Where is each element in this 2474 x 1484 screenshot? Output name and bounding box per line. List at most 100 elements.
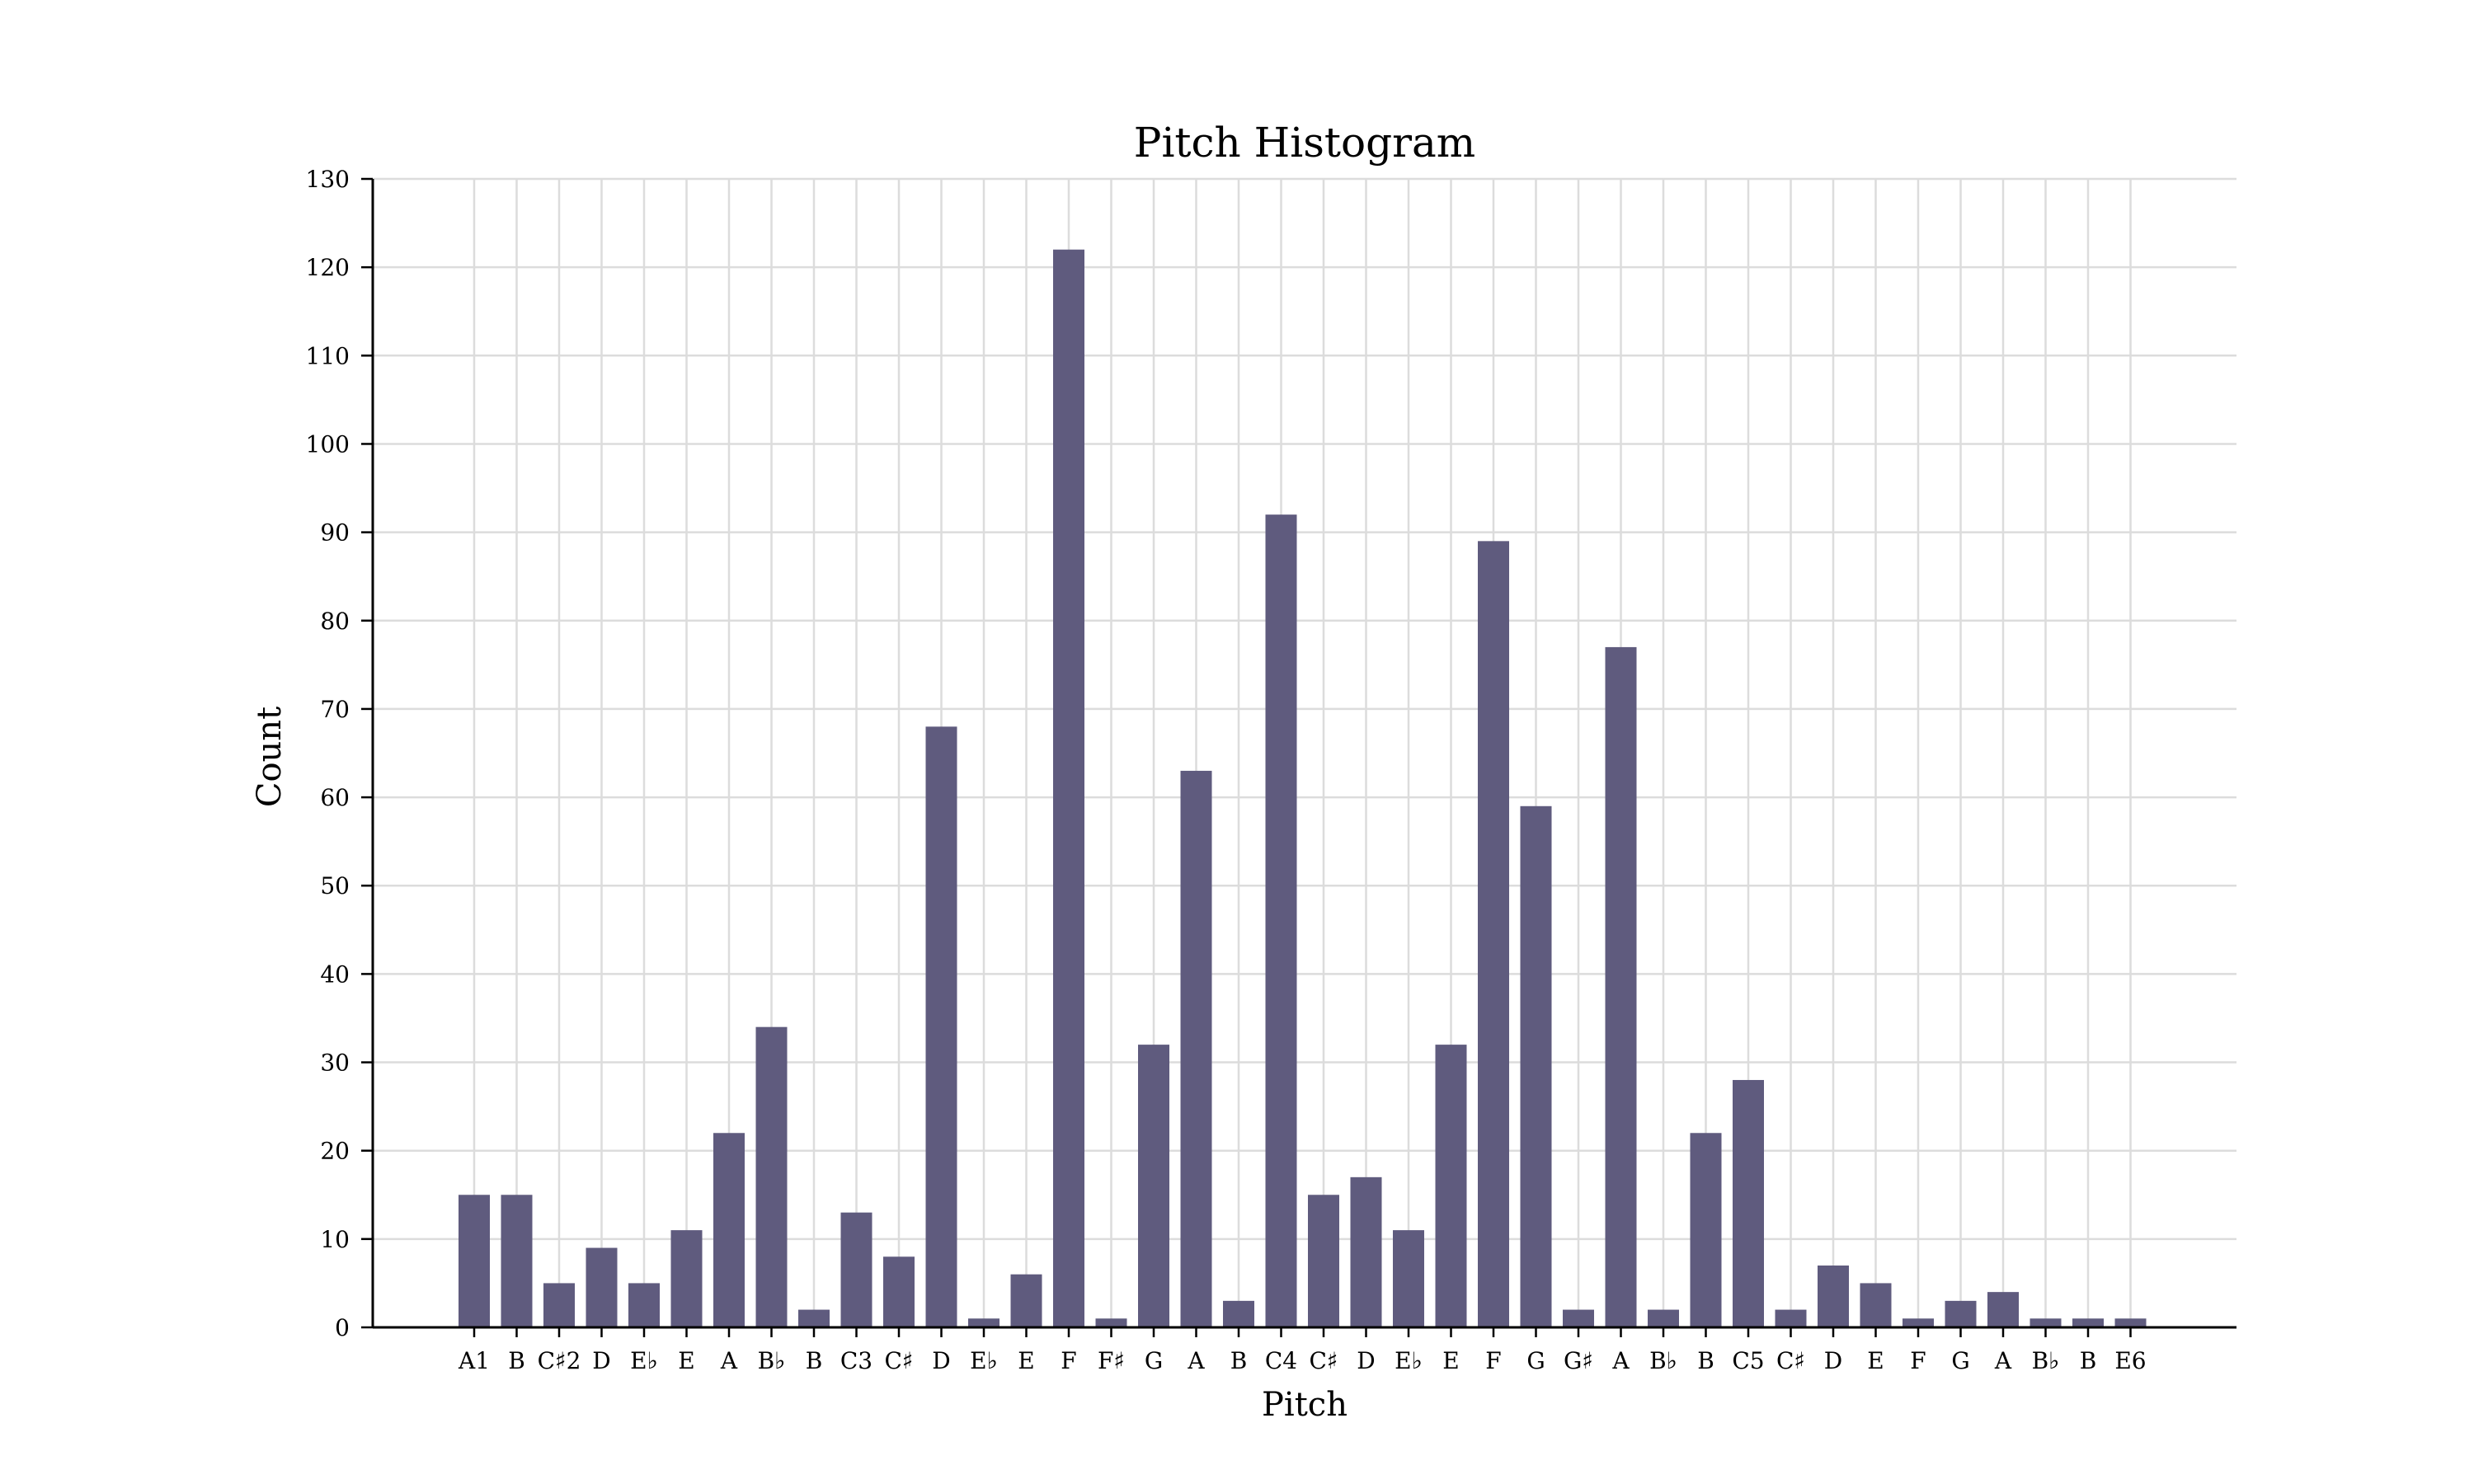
x-tick-label: F <box>1061 1347 1076 1374</box>
x-tick-label: B <box>806 1347 823 1374</box>
x-tick-label: D <box>592 1347 610 1374</box>
bar <box>713 1133 745 1327</box>
tick-layer: 0 10 20 30 40 50 60 70 80 90 100 110 120 130 A1 B C♯2 D E♭… <box>306 166 2147 1374</box>
x-tick-label: G <box>1145 1347 1163 1374</box>
x-tick-label: E <box>678 1347 694 1374</box>
bar <box>1563 1309 1594 1327</box>
bar-layer <box>459 249 2147 1327</box>
bar <box>586 1247 618 1327</box>
x-tick-label: C♯ <box>1310 1347 1338 1374</box>
x-tick-label: B <box>1697 1347 1714 1374</box>
x-tick-label: C♯ <box>885 1347 914 1374</box>
bar <box>628 1283 660 1327</box>
chart-title: Pitch Histogram <box>1134 119 1475 167</box>
bar <box>1648 1309 1679 1327</box>
x-tick-label: E <box>1018 1347 1034 1374</box>
x-tick-label: B♭ <box>2032 1347 2060 1374</box>
bar <box>1733 1079 1764 1327</box>
x-tick-label: A <box>1187 1347 1205 1374</box>
bar <box>1435 1045 1467 1327</box>
grid-layer <box>373 177 2236 1327</box>
bar <box>1180 770 1212 1327</box>
bar <box>1223 1300 1254 1327</box>
bar <box>1945 1300 1977 1327</box>
bar <box>1010 1274 1042 1327</box>
bar <box>1138 1045 1169 1327</box>
x-tick-label: D <box>1357 1347 1375 1374</box>
bar <box>670 1230 703 1327</box>
x-tick-label: C4 <box>1265 1347 1297 1374</box>
bar <box>1308 1195 1339 1327</box>
bar <box>501 1195 533 1327</box>
x-tick-label: E <box>1442 1347 1459 1374</box>
x-tick-label: E♭ <box>1395 1347 1423 1374</box>
x-tick-label: F♯ <box>1098 1347 1125 1374</box>
x-tick-label: C5 <box>1732 1347 1764 1374</box>
y-tick-label: 10 <box>320 1226 350 1253</box>
y-tick-label: 100 <box>306 430 350 458</box>
bar <box>1690 1133 1722 1327</box>
x-tick-label: A <box>720 1347 738 1374</box>
bar <box>1095 1318 1127 1327</box>
x-tick-label: B <box>1230 1347 1248 1374</box>
x-tick-label: C♯ <box>1776 1347 1805 1374</box>
x-tick-label: E6 <box>2114 1347 2146 1374</box>
y-tick-label: 130 <box>306 166 350 193</box>
bar <box>1478 541 1509 1327</box>
y-axis-label: Count <box>251 707 289 807</box>
bar <box>543 1283 575 1327</box>
x-tick-label: B♭ <box>1649 1347 1677 1374</box>
bar <box>840 1212 872 1327</box>
bar <box>1350 1176 1382 1327</box>
bar <box>1393 1230 1424 1327</box>
y-tick-label: 110 <box>306 342 350 369</box>
bar <box>798 1309 830 1327</box>
x-tick-label: E <box>1867 1347 1884 1374</box>
x-tick-label: G <box>1951 1347 1969 1374</box>
bar <box>968 1318 999 1327</box>
bar <box>1265 514 1297 1327</box>
x-axis-label: Pitch <box>1262 1386 1348 1424</box>
y-tick-label: 80 <box>320 608 350 635</box>
bar <box>883 1256 915 1327</box>
bar <box>1053 249 1084 1327</box>
bar <box>2072 1318 2104 1327</box>
bar <box>925 726 957 1327</box>
x-tick-label: D <box>932 1347 950 1374</box>
y-tick-label: 90 <box>320 519 350 547</box>
y-tick-label: 60 <box>320 784 350 811</box>
x-tick-label: B♭ <box>758 1347 786 1374</box>
x-tick-label: B <box>508 1347 525 1374</box>
x-tick-label: B <box>2080 1347 2097 1374</box>
y-tick-label: 20 <box>320 1138 350 1165</box>
x-tick-label: G <box>1526 1347 1545 1374</box>
bar <box>1903 1318 1934 1327</box>
bar <box>1605 646 1637 1327</box>
bar <box>459 1195 490 1327</box>
bar <box>2030 1318 2062 1327</box>
x-tick-label: A1 <box>458 1347 490 1374</box>
x-tick-label: G♯ <box>1564 1347 1593 1374</box>
y-tick-label: 120 <box>306 254 350 281</box>
x-tick-label: A <box>1994 1347 2012 1374</box>
bar <box>1987 1292 2019 1327</box>
x-tick-label: F <box>1910 1347 1926 1374</box>
bar <box>1520 805 1552 1327</box>
y-tick-label: 50 <box>320 872 350 899</box>
bar <box>1818 1265 1849 1327</box>
bar <box>755 1026 788 1327</box>
y-tick-label: 40 <box>320 960 350 988</box>
y-tick-label: 0 <box>335 1314 350 1341</box>
bar <box>1775 1309 1807 1327</box>
y-tick-label: 30 <box>320 1050 350 1077</box>
x-tick-label: A <box>1611 1347 1630 1374</box>
bar <box>2114 1318 2147 1327</box>
axis-layer <box>371 179 2236 1329</box>
x-tick-label: C♯2 <box>538 1347 581 1374</box>
x-tick-label: C3 <box>840 1347 872 1374</box>
x-tick-label: E♭ <box>630 1347 658 1374</box>
x-tick-label: D <box>1824 1347 1842 1374</box>
bar <box>1860 1283 1892 1327</box>
x-tick-label: E♭ <box>970 1347 998 1374</box>
